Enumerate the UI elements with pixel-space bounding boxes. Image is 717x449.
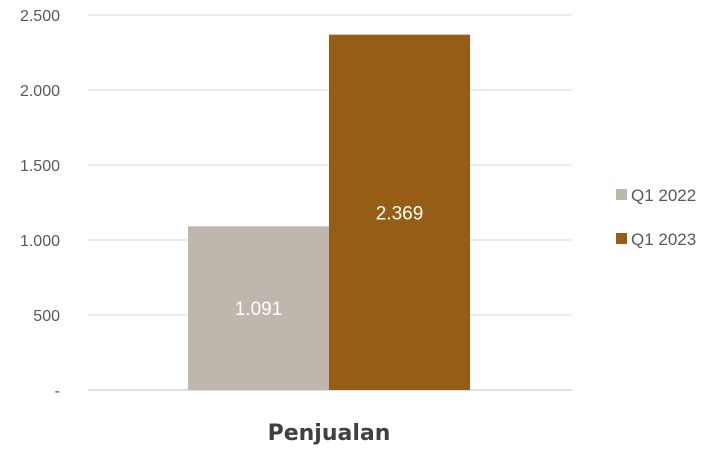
y-axis-ticks: - 500 1.000 1.500 2.000 2.500	[20, 8, 60, 400]
data-label: 1.091	[235, 299, 283, 320]
bar-q1-2022	[188, 226, 329, 390]
x-axis-label: Penjualan	[268, 421, 391, 446]
y-tick-label: 2.500	[20, 8, 60, 25]
y-tick-label: -	[55, 383, 60, 400]
legend-swatch	[616, 189, 627, 200]
y-tick-label: 1.500	[20, 158, 60, 175]
bar-q1-2023	[329, 34, 470, 391]
data-label: 2.369	[376, 203, 424, 224]
bars	[188, 34, 470, 391]
legend: Q1 2022 Q1 2023	[616, 186, 696, 249]
data-labels: 1.091 2.369	[235, 203, 424, 320]
y-tick-label: 1.000	[20, 233, 60, 250]
legend-swatch	[616, 233, 627, 244]
y-tick-label: 2.000	[20, 83, 60, 100]
legend-label: Q1 2023	[631, 230, 696, 249]
y-tick-label: 500	[33, 308, 60, 325]
legend-label: Q1 2022	[631, 186, 696, 205]
